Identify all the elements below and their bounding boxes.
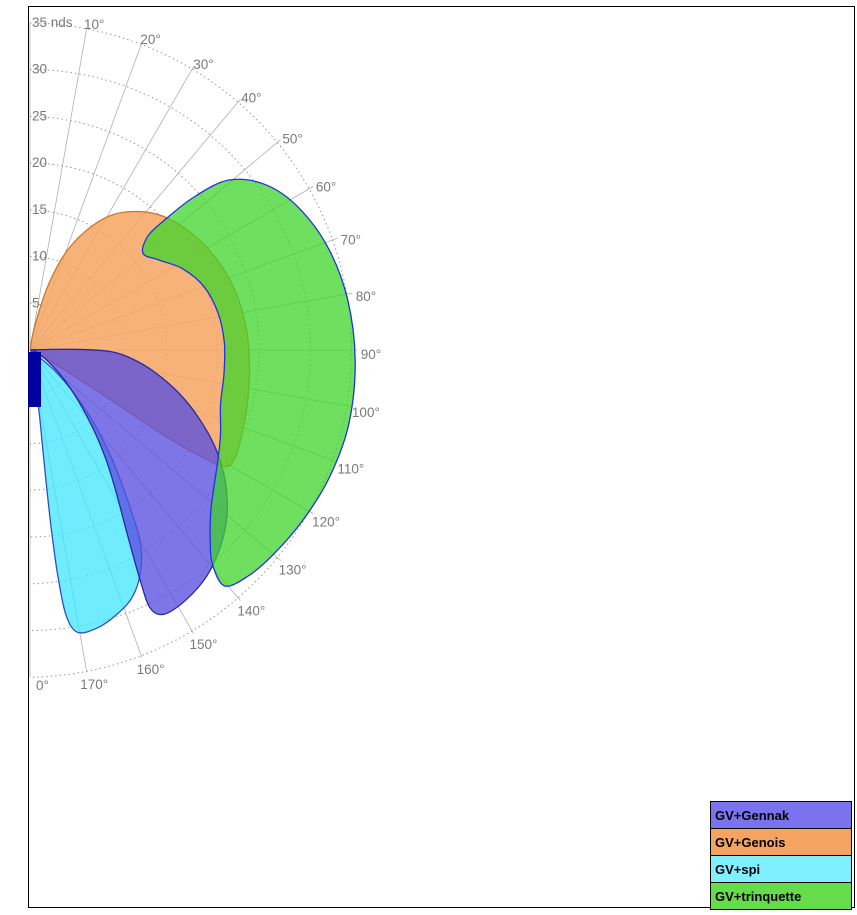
- angle-tick-label-80: 80°: [356, 289, 376, 304]
- legend: GV+Gennak GV+Genois GV+spi GV+trinquette: [710, 801, 852, 910]
- radial-tick-label-5: 5: [32, 295, 40, 310]
- radial-tick-label-30: 30: [32, 62, 47, 77]
- radial-tick-label-35: 35 nds: [32, 15, 73, 30]
- legend-label-gv-spi: GV+spi: [715, 861, 761, 877]
- plot-frame: [28, 6, 855, 908]
- angle-tick-label-170: 170°: [80, 677, 108, 692]
- grid-radial-10: [29, 27, 88, 351]
- angle-tick-label-150: 150°: [190, 637, 218, 652]
- angle-tick-label-50: 50°: [282, 132, 302, 147]
- angle-tick-label-70: 70°: [341, 232, 361, 247]
- legend-item-gv-trinquette: GV+trinquette: [710, 882, 852, 910]
- legend-item-gv-genois: GV+Genois: [710, 828, 852, 856]
- lobe-gv-gennak: [30, 348, 228, 616]
- angle-tick-label-110: 110°: [337, 462, 364, 477]
- center-marker: [28, 352, 41, 407]
- angle-tick-label-10: 10°: [84, 17, 104, 32]
- lobe-gv-trinquette: [141, 178, 356, 587]
- angle-tick-label-40: 40°: [241, 90, 261, 105]
- radial-tick-label-20: 20: [32, 155, 47, 170]
- angle-tick-label-120: 120°: [312, 515, 340, 530]
- angle-tick-label-30: 30°: [193, 57, 213, 72]
- legend-item-gv-spi: GV+spi: [710, 855, 852, 883]
- radial-tick-label-25: 25: [32, 108, 47, 123]
- angle-tick-label-130: 130°: [279, 562, 307, 577]
- angle-tick-label-90: 90°: [361, 347, 381, 362]
- radial-tick-label-10: 10: [32, 249, 47, 264]
- legend-label-gv-genois: GV+Genois: [715, 834, 786, 850]
- legend-item-gv-gennak: GV+Gennak: [710, 801, 852, 829]
- legend-label-gv-trinquette: GV+trinquette: [715, 888, 802, 904]
- angle-tick-label-140: 140°: [237, 604, 265, 619]
- legend-label-gv-gennak: GV+Gennak: [715, 807, 790, 823]
- radial-tick-label-15: 15: [32, 202, 47, 217]
- angle-tick-label-180: 0°: [36, 678, 49, 693]
- angle-tick-label-100: 100°: [352, 405, 380, 420]
- angle-tick-label-60: 60°: [316, 180, 336, 195]
- angle-tick-label-160: 160°: [137, 662, 165, 677]
- angle-tick-label-20: 20°: [140, 32, 160, 47]
